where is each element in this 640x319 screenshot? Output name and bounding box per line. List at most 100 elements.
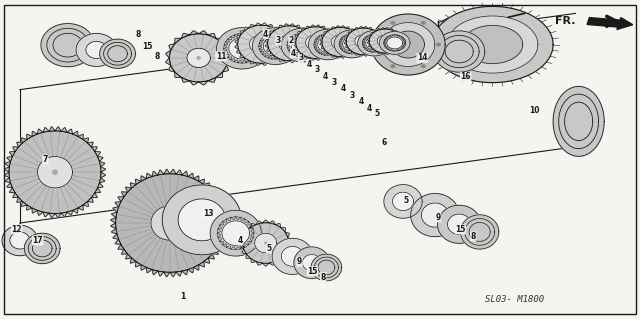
Ellipse shape xyxy=(52,170,58,175)
Polygon shape xyxy=(465,219,495,245)
Polygon shape xyxy=(100,39,136,68)
Polygon shape xyxy=(269,221,275,225)
Polygon shape xyxy=(60,39,76,52)
Polygon shape xyxy=(47,28,89,62)
Polygon shape xyxy=(227,50,232,58)
Polygon shape xyxy=(369,29,401,53)
Polygon shape xyxy=(55,213,61,218)
Polygon shape xyxy=(219,239,225,244)
Polygon shape xyxy=(395,50,397,51)
Polygon shape xyxy=(390,35,392,37)
Polygon shape xyxy=(385,46,387,48)
Polygon shape xyxy=(362,43,365,45)
Polygon shape xyxy=(314,48,317,50)
Polygon shape xyxy=(287,38,290,41)
Polygon shape xyxy=(334,30,370,58)
Polygon shape xyxy=(383,39,386,41)
Polygon shape xyxy=(322,27,359,56)
Polygon shape xyxy=(53,33,83,57)
Polygon shape xyxy=(100,172,106,178)
Polygon shape xyxy=(158,271,164,276)
Polygon shape xyxy=(255,23,261,26)
Polygon shape xyxy=(351,29,355,32)
Polygon shape xyxy=(227,58,232,65)
Polygon shape xyxy=(403,38,404,40)
Polygon shape xyxy=(376,48,379,51)
Polygon shape xyxy=(225,39,230,42)
Polygon shape xyxy=(380,32,410,54)
Ellipse shape xyxy=(436,43,441,46)
Polygon shape xyxy=(358,31,391,56)
Polygon shape xyxy=(7,183,13,188)
Polygon shape xyxy=(362,44,365,46)
Text: 4: 4 xyxy=(307,60,312,69)
Polygon shape xyxy=(289,46,292,49)
Polygon shape xyxy=(97,156,103,161)
Polygon shape xyxy=(358,38,361,42)
Polygon shape xyxy=(328,33,331,36)
Polygon shape xyxy=(284,39,287,44)
Polygon shape xyxy=(333,47,336,50)
Text: 8: 8 xyxy=(321,272,326,281)
Polygon shape xyxy=(100,167,106,172)
Polygon shape xyxy=(250,58,253,62)
Polygon shape xyxy=(170,272,176,277)
Polygon shape xyxy=(41,24,95,67)
Polygon shape xyxy=(282,35,286,39)
Polygon shape xyxy=(231,247,236,250)
Polygon shape xyxy=(250,35,273,54)
Polygon shape xyxy=(316,49,318,51)
Polygon shape xyxy=(282,49,286,54)
Polygon shape xyxy=(285,36,288,39)
Polygon shape xyxy=(321,46,324,49)
Polygon shape xyxy=(49,213,55,218)
Polygon shape xyxy=(349,29,353,32)
Polygon shape xyxy=(292,54,296,56)
Polygon shape xyxy=(240,243,244,249)
Text: 17: 17 xyxy=(33,236,43,245)
Polygon shape xyxy=(339,42,342,45)
Polygon shape xyxy=(169,44,175,50)
Polygon shape xyxy=(302,33,305,35)
Polygon shape xyxy=(381,48,383,50)
Polygon shape xyxy=(340,26,345,28)
Polygon shape xyxy=(310,39,314,43)
Text: 5: 5 xyxy=(266,244,271,253)
Polygon shape xyxy=(384,41,386,43)
Polygon shape xyxy=(181,78,189,82)
Polygon shape xyxy=(288,243,291,249)
Polygon shape xyxy=(397,49,399,51)
Polygon shape xyxy=(401,38,403,41)
Polygon shape xyxy=(125,187,132,192)
Ellipse shape xyxy=(362,41,364,42)
Polygon shape xyxy=(265,55,268,58)
Polygon shape xyxy=(371,33,374,35)
Polygon shape xyxy=(257,48,260,52)
Polygon shape xyxy=(261,63,268,65)
Polygon shape xyxy=(339,40,341,42)
Polygon shape xyxy=(111,218,116,223)
Polygon shape xyxy=(269,262,275,265)
Polygon shape xyxy=(147,173,152,179)
Polygon shape xyxy=(337,38,340,40)
Polygon shape xyxy=(404,41,406,43)
Polygon shape xyxy=(21,201,27,206)
Polygon shape xyxy=(291,36,313,54)
Polygon shape xyxy=(432,6,553,83)
Polygon shape xyxy=(240,31,244,35)
Polygon shape xyxy=(43,128,49,132)
Polygon shape xyxy=(188,173,193,179)
Polygon shape xyxy=(327,29,331,32)
Polygon shape xyxy=(378,35,381,38)
Polygon shape xyxy=(386,48,388,49)
Polygon shape xyxy=(380,38,383,41)
Polygon shape xyxy=(295,47,298,50)
Polygon shape xyxy=(136,179,141,184)
Polygon shape xyxy=(324,49,327,52)
Ellipse shape xyxy=(376,43,380,46)
Polygon shape xyxy=(285,249,289,254)
Polygon shape xyxy=(356,35,360,38)
Polygon shape xyxy=(314,42,316,45)
Polygon shape xyxy=(78,134,83,139)
Polygon shape xyxy=(392,31,424,58)
